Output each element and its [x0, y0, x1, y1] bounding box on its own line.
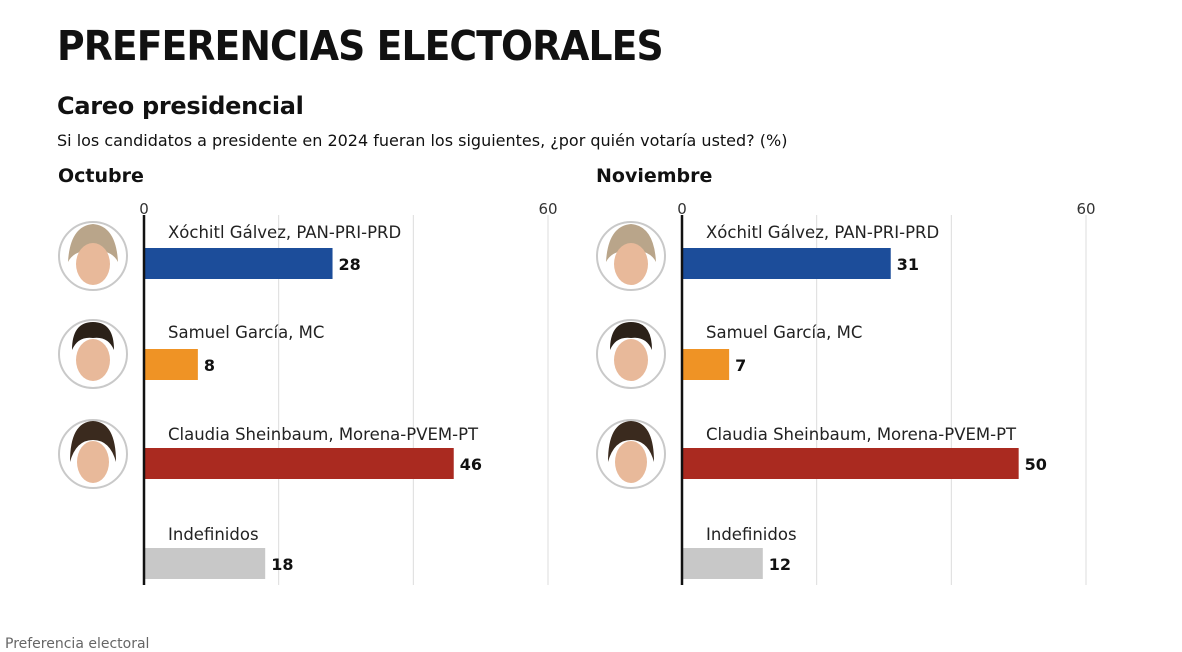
- value-label-galvez-noviembre: 31: [897, 255, 919, 274]
- avatar-sheinbaum-noviembre: [596, 419, 666, 489]
- avatar-galvez-octubre: [58, 221, 128, 291]
- value-label-indefinidos-noviembre: 12: [769, 555, 791, 574]
- tick-label-0-noviembre: 0: [677, 200, 687, 218]
- category-label-garcia-octubre: Samuel García, MC: [168, 323, 324, 342]
- category-label-galvez-noviembre: Xóchitl Gálvez, PAN-PRI-PRD: [706, 223, 939, 242]
- value-label-garcia-octubre: 8: [204, 356, 215, 375]
- avatar-galvez-noviembre: [596, 221, 666, 291]
- panel-title-octubre: Octubre: [58, 165, 144, 187]
- category-label-sheinbaum-octubre: Claudia Sheinbaum, Morena-PVEM-PT: [168, 425, 479, 444]
- subtitle: Careo presidencial: [57, 92, 304, 120]
- survey-question: Si los candidatos a presidente en 2024 f…: [57, 131, 788, 150]
- category-label-galvez-octubre: Xóchitl Gálvez, PAN-PRI-PRD: [168, 223, 401, 242]
- category-label-sheinbaum-noviembre: Claudia Sheinbaum, Morena-PVEM-PT: [706, 425, 1017, 444]
- bar-galvez-octubre: [144, 248, 333, 279]
- category-label-garcia-noviembre: Samuel García, MC: [706, 323, 862, 342]
- category-label-indefinidos-noviembre: Indefinidos: [706, 525, 797, 544]
- panel-title-noviembre: Noviembre: [596, 165, 713, 187]
- main-title: PREFERENCIAS ELECTORALES: [57, 22, 664, 70]
- avatar-garcia-noviembre: [596, 319, 666, 389]
- value-label-indefinidos-octubre: 18: [271, 555, 293, 574]
- value-label-galvez-octubre: 28: [339, 255, 361, 274]
- avatar-garcia-octubre: [58, 319, 128, 389]
- bar-garcia-octubre: [144, 349, 198, 380]
- bar-garcia-noviembre: [682, 349, 730, 380]
- footer-note: Preferencia electoral: [5, 636, 150, 652]
- bar-indefinidos-noviembre: [682, 548, 763, 579]
- tick-label-60-noviembre: 60: [1076, 200, 1095, 218]
- category-label-indefinidos-octubre: Indefinidos: [168, 525, 259, 544]
- tick-label-60-octubre: 60: [538, 200, 557, 218]
- bar-galvez-noviembre: [682, 248, 891, 279]
- avatar-sheinbaum-octubre: [58, 419, 128, 489]
- bar-sheinbaum-noviembre: [682, 448, 1019, 479]
- bar-sheinbaum-octubre: [144, 448, 454, 479]
- value-label-garcia-noviembre: 7: [735, 356, 746, 375]
- tick-label-0-octubre: 0: [139, 200, 149, 218]
- value-label-sheinbaum-noviembre: 50: [1025, 455, 1047, 474]
- bar-indefinidos-octubre: [144, 548, 266, 579]
- value-label-sheinbaum-octubre: 46: [460, 455, 482, 474]
